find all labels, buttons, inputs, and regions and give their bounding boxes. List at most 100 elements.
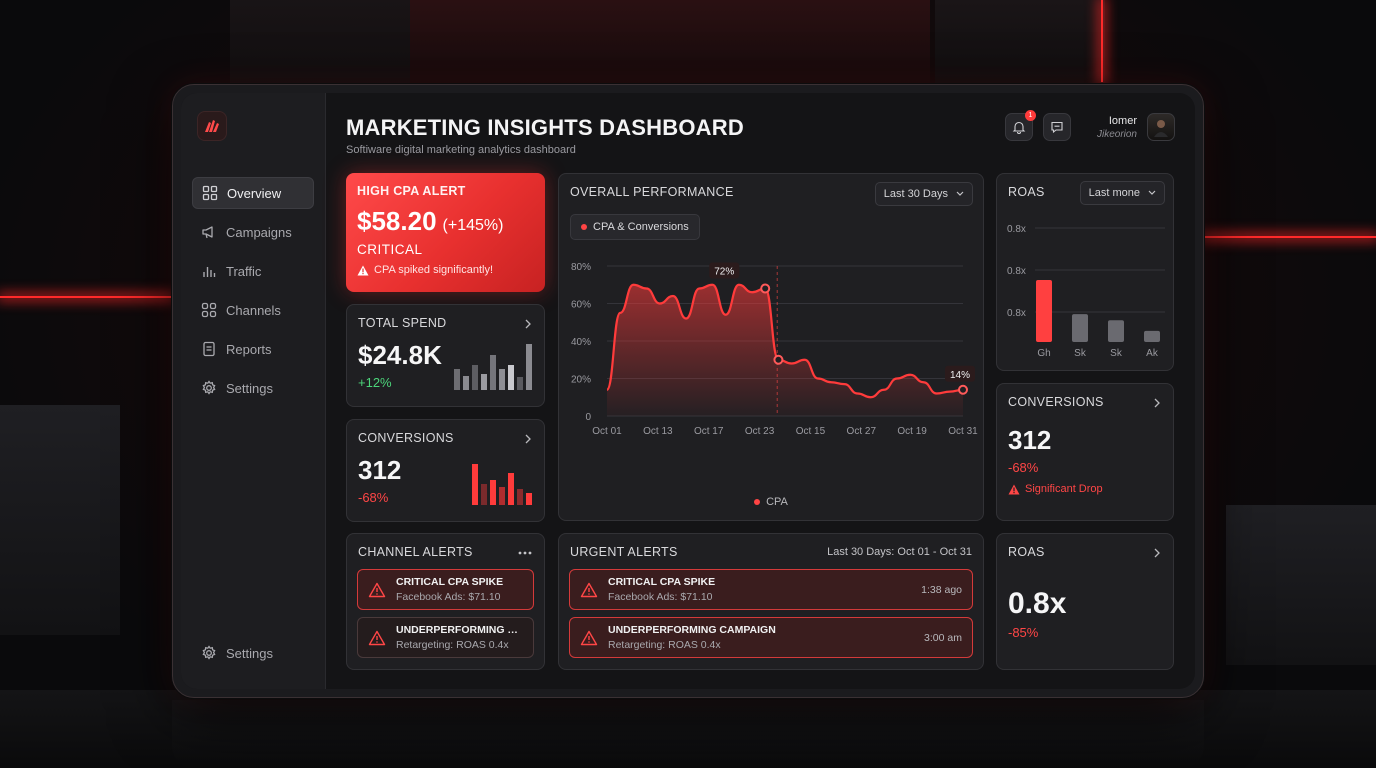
y-tick-label: 0.8x xyxy=(1007,224,1026,235)
sidebar-item-campaigns[interactable]: Campaigns xyxy=(192,216,314,248)
total-spend-card[interactable]: TOTAL SPEND $24.8K +12% xyxy=(346,304,545,407)
sidebar-item-label: Overview xyxy=(227,185,282,201)
alert-time: 1:38 ago xyxy=(921,583,962,596)
data-point xyxy=(773,354,784,365)
high-cpa-alert-card[interactable]: HIGH CPA ALERT $58.20 (+145%) CRITICAL C… xyxy=(346,173,545,292)
spark-bar xyxy=(499,369,505,390)
chevron-right-icon[interactable] xyxy=(1153,548,1161,558)
sidebar-item-overview[interactable]: Overview xyxy=(192,177,314,209)
brand-logo-icon xyxy=(205,120,219,132)
avatar[interactable] xyxy=(1147,113,1175,141)
alert-title: CRITICAL CPA SPIKE xyxy=(396,576,504,588)
card-title: ROAS xyxy=(1008,545,1045,559)
spark-bar xyxy=(463,376,469,390)
channel-alert-item[interactable]: UNDERPERFORMING CA... Retargeting: ROAS … xyxy=(357,617,534,658)
y-tick-label: 40% xyxy=(571,337,591,348)
spark-bar xyxy=(499,487,505,505)
y-tick-label: 80% xyxy=(571,262,591,273)
roas-range-dropdown[interactable]: Last mone xyxy=(1079,181,1165,205)
spark-bar xyxy=(472,464,478,505)
urgent-alert-item[interactable]: UNDERPERFORMING CAMPAIGN Retargeting: RO… xyxy=(569,617,973,658)
warning-icon xyxy=(357,265,369,275)
neon-light-strip xyxy=(0,296,172,298)
sidebar-item-reports[interactable]: Reports xyxy=(192,333,314,365)
background-wall-panel xyxy=(410,0,930,90)
annotation-label: 72% xyxy=(714,267,734,278)
conversions-delta: -68% xyxy=(1008,460,1039,475)
total-spend-delta: +12% xyxy=(358,375,392,390)
chevron-right-icon[interactable] xyxy=(524,319,532,329)
annotation-box xyxy=(945,365,975,382)
urgent-alert-item[interactable]: CRITICAL CPA SPIKE Facebook Ads: $71.10 … xyxy=(569,569,973,610)
spark-bar xyxy=(517,489,523,505)
tablet-device: Overview Campaigns Traffic Channels Repo… xyxy=(172,84,1204,698)
channel-alert-item[interactable]: CRITICAL CPA SPIKE Facebook Ads: $71.10 xyxy=(357,569,534,610)
dropdown-value: Last 30 Days xyxy=(883,188,948,200)
alert-message: CPA spiked significantly! xyxy=(374,264,494,276)
dropdown-value: Last mone xyxy=(1088,187,1140,199)
series-filter-pill[interactable]: CPA & Conversions xyxy=(570,214,700,240)
more-options-icon[interactable] xyxy=(518,551,532,555)
neon-light-strip xyxy=(1202,236,1376,238)
sidebar-item-channels[interactable]: Channels xyxy=(192,294,314,326)
spark-bar xyxy=(508,365,514,390)
floor xyxy=(0,690,1376,768)
chevron-down-icon xyxy=(1148,190,1156,195)
alert-subtitle: Facebook Ads: $71.10 xyxy=(608,591,713,603)
urgent-alerts-range: Last 30 Days: Oct 01 - Oct 31 xyxy=(827,546,972,558)
user-info[interactable]: Iomer Jikeorion xyxy=(1097,115,1137,140)
neon-light-strip xyxy=(1101,0,1103,82)
chat-icon xyxy=(1051,121,1063,134)
card-title: TOTAL SPEND xyxy=(358,316,447,330)
overall-performance-card: OVERALL PERFORMANCE Last 30 Days CPA & C… xyxy=(558,173,984,521)
grid-icon xyxy=(202,185,218,201)
total-spend-sparkbars xyxy=(454,344,532,390)
cpa-change: (+145%) xyxy=(442,217,504,234)
x-tick-label: Oct 17 xyxy=(694,426,724,437)
card-title: CONVERSIONS xyxy=(1008,395,1104,409)
conversions-card[interactable]: CONVERSIONS 312 -68% xyxy=(346,419,545,522)
series-color-dot xyxy=(581,224,587,230)
messages-button[interactable] xyxy=(1042,113,1071,141)
sidebar-item-traffic[interactable]: Traffic xyxy=(192,255,314,287)
x-tick-label: Oct 27 xyxy=(847,426,877,437)
document-icon xyxy=(203,341,215,357)
roas-summary-card[interactable]: ROAS 0.8x -85% xyxy=(996,533,1174,670)
spark-bar xyxy=(508,473,514,505)
sidebar-item-label: Settings xyxy=(226,380,273,396)
data-point xyxy=(760,283,771,294)
brand-logo[interactable] xyxy=(197,111,227,141)
background-block xyxy=(0,405,120,635)
spark-bar xyxy=(490,355,496,390)
chevron-right-icon[interactable] xyxy=(524,434,532,444)
sidebar-item-settings-bottom[interactable]: Settings xyxy=(192,637,314,669)
chevron-right-icon[interactable] xyxy=(1153,398,1161,408)
date-range-dropdown[interactable]: Last 30 Days xyxy=(874,182,973,206)
spark-bar xyxy=(481,484,487,505)
channel-alerts-card: CHANNEL ALERTS CRITICAL CPA SPIKE Facebo… xyxy=(346,533,545,670)
spark-bar xyxy=(490,480,496,505)
page-header: MARKETING INSIGHTS DASHBOARD Softiware d… xyxy=(346,93,1175,171)
bar xyxy=(1036,280,1052,342)
sidebar-item-label: Channels xyxy=(226,302,281,318)
sidebar: Overview Campaigns Traffic Channels Repo… xyxy=(181,93,326,689)
y-tick-label: 0.8x xyxy=(1007,308,1026,319)
bar-chart-icon xyxy=(203,267,216,277)
sidebar-item-settings[interactable]: Settings xyxy=(192,372,314,404)
conversions-summary-card[interactable]: CONVERSIONS 312 -68% Significant Drop xyxy=(996,383,1174,521)
alert-subtitle: Retargeting: ROAS 0.4x xyxy=(396,639,509,651)
card-title: CONVERSIONS xyxy=(358,431,454,445)
card-title: OVERALL PERFORMANCE xyxy=(570,185,734,199)
annotation-label: 14% xyxy=(950,370,970,381)
sidebar-item-label: Traffic xyxy=(226,263,262,279)
grid-icon xyxy=(201,302,217,318)
alert-subtitle: Facebook Ads: $71.10 xyxy=(396,591,501,603)
roas-bar-chart[interactable]: 0.8x 0.8x 0.8x Gh Sk Sk Ak xyxy=(997,210,1173,370)
legend-dot xyxy=(754,499,761,505)
notifications-button[interactable]: 1 xyxy=(1004,110,1036,141)
x-tick-label: Sk xyxy=(1074,348,1087,359)
x-tick-label: Oct 15 xyxy=(796,426,826,437)
gear-icon xyxy=(202,380,216,395)
screen-reflection xyxy=(172,700,1204,768)
